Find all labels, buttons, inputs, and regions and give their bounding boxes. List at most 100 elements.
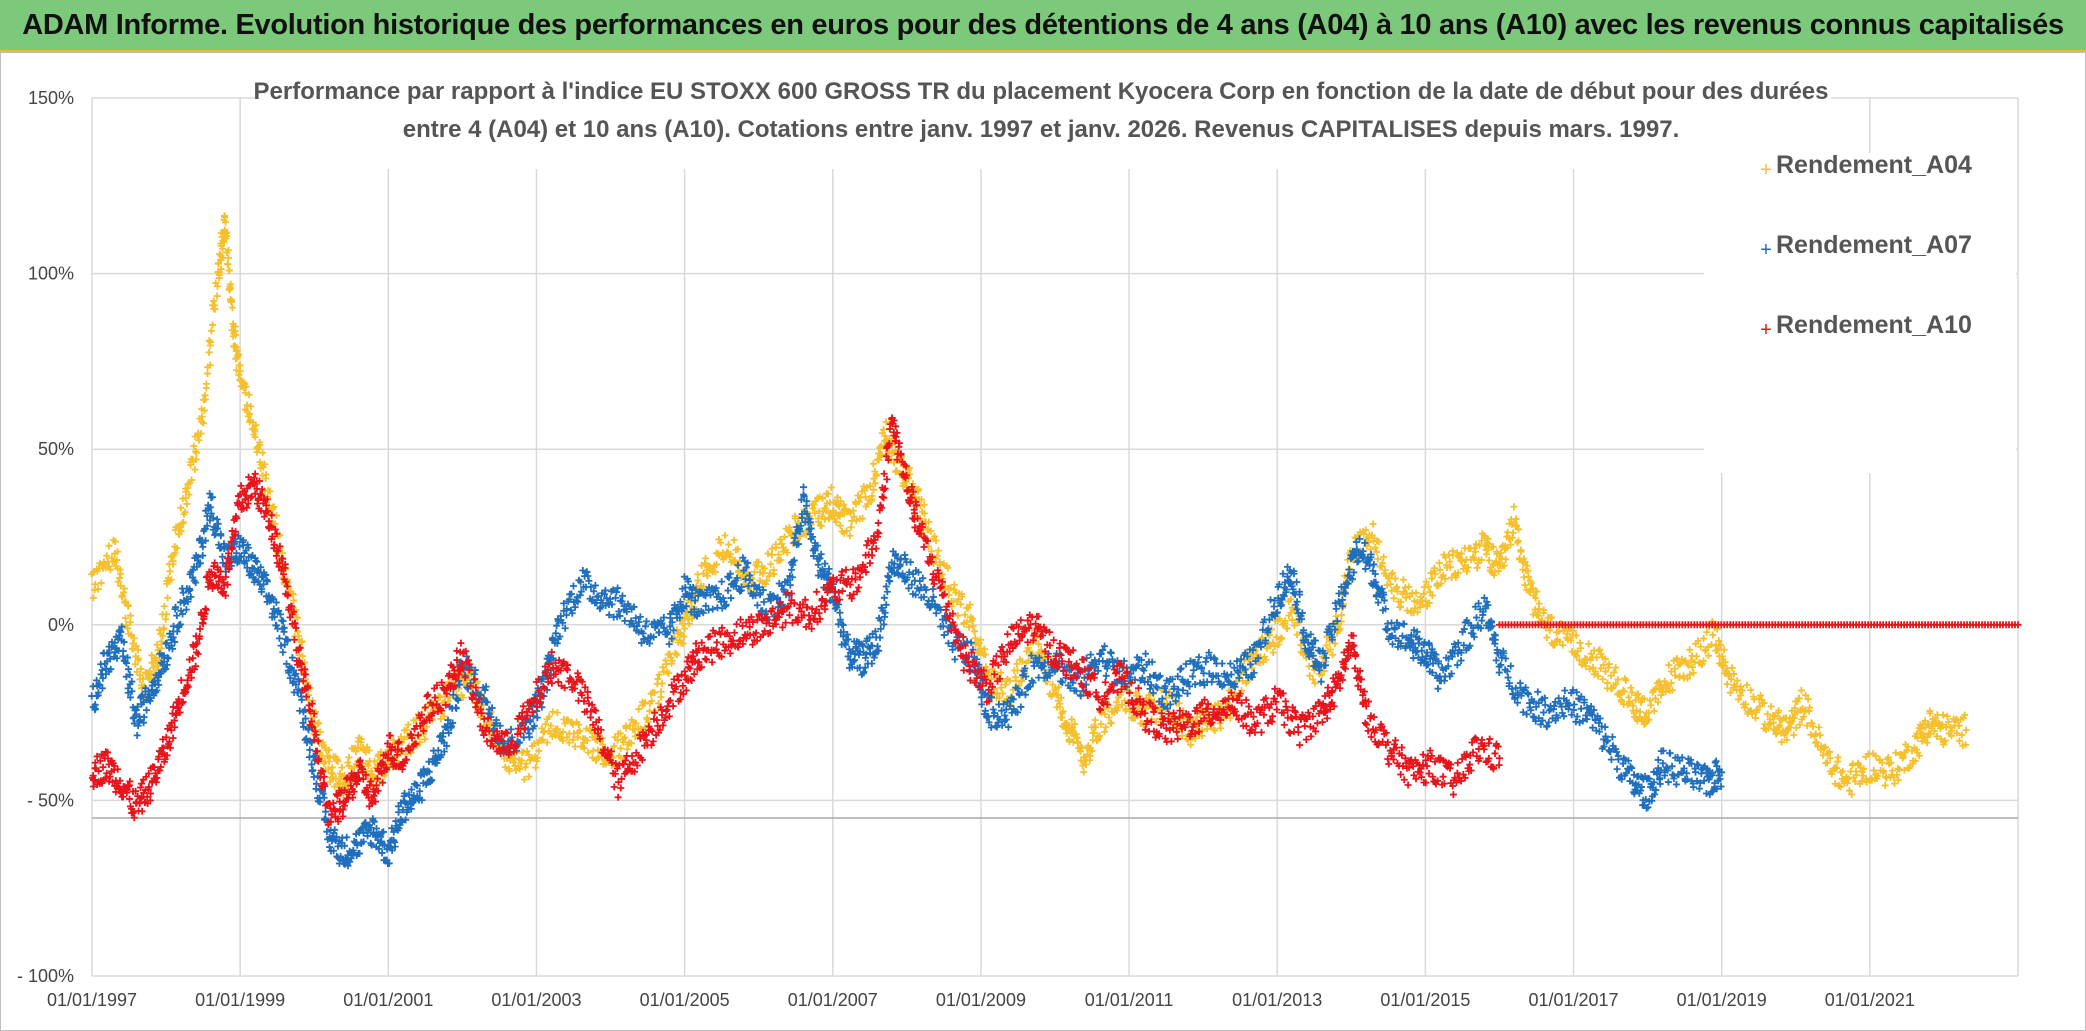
series-1-point	[944, 564, 952, 572]
series-1-point	[1174, 727, 1182, 735]
series-1-point	[1640, 720, 1648, 728]
series-1-point	[559, 737, 567, 745]
series-1-point	[505, 767, 513, 775]
series-2-point	[270, 605, 278, 613]
series-1-point	[148, 659, 156, 667]
series-1-point	[177, 527, 185, 535]
series-1-point	[1527, 579, 1535, 587]
series-1-point	[1900, 766, 1908, 774]
series-1-point	[299, 652, 307, 660]
series-1-point	[1055, 683, 1063, 691]
series-1-point	[651, 689, 659, 697]
series-1-point	[501, 763, 509, 771]
series-1-point	[1035, 640, 1043, 648]
series-1-point	[892, 468, 900, 476]
series-1-point	[1437, 580, 1445, 588]
series-1-point	[626, 721, 634, 729]
series-2-point	[454, 696, 462, 704]
series-1-point	[169, 557, 177, 565]
series-1-point	[326, 754, 334, 762]
series-1-point	[1709, 631, 1717, 639]
series-1-point	[1948, 727, 1956, 735]
series-1-point	[920, 501, 928, 509]
series-2-point	[175, 621, 183, 629]
series-2-point	[1654, 756, 1662, 764]
series-1-point	[703, 572, 711, 580]
series-2-point	[1332, 605, 1340, 613]
series-1-point	[1717, 641, 1725, 649]
series-2-point	[439, 733, 447, 741]
series-1-point	[1412, 589, 1420, 597]
series-1-point	[1813, 738, 1821, 746]
series-1-point	[1684, 661, 1692, 669]
series-2-point	[206, 503, 214, 511]
series-1-point	[1622, 676, 1630, 684]
series-1-point	[1881, 781, 1889, 789]
series-1-point	[1263, 644, 1271, 652]
series-2-point	[1195, 653, 1203, 661]
series-1-point	[1806, 704, 1814, 712]
series-2-point	[171, 638, 179, 646]
series-1-point	[1596, 646, 1604, 654]
series-1-point	[997, 669, 1005, 677]
series-1-point	[1068, 715, 1076, 723]
series-1-point	[1287, 595, 1295, 603]
series-2-point	[214, 520, 222, 528]
series-1-point	[1667, 679, 1675, 687]
series-1-point	[217, 265, 225, 273]
series-2-point	[143, 706, 151, 714]
series-1-point	[1764, 710, 1772, 718]
series-1-point	[1819, 751, 1827, 759]
series-1-point	[622, 724, 630, 732]
series-1-point	[1419, 601, 1427, 609]
series-2-point	[343, 833, 351, 841]
series-1-point	[290, 596, 298, 604]
series-1-point	[222, 218, 230, 226]
series-1-point	[242, 383, 250, 391]
series-1-point	[1490, 571, 1498, 579]
series-1-point	[1514, 537, 1522, 545]
series-1-point	[768, 551, 776, 559]
series-2-point	[186, 586, 194, 594]
series-1-point	[1063, 729, 1071, 737]
series-1-point	[261, 460, 269, 468]
series-1-point	[1049, 681, 1057, 689]
series-1-point	[1612, 664, 1620, 672]
series-1-point	[1211, 726, 1219, 734]
series-1-point	[182, 494, 190, 502]
series-2-point	[405, 791, 413, 799]
series-1-point	[188, 476, 196, 484]
series-1-point	[1605, 660, 1613, 668]
series-1-point	[599, 741, 607, 749]
series-1-point	[835, 502, 843, 510]
series-2-point	[275, 607, 283, 615]
series-1-point	[569, 736, 577, 744]
series-1-point	[1894, 776, 1902, 784]
series-1-point	[1694, 637, 1702, 645]
series-2-point	[133, 731, 141, 739]
series-1-point	[130, 634, 138, 642]
series-2-point	[218, 553, 226, 561]
series-1-point	[657, 693, 665, 701]
series-2-point	[319, 790, 327, 798]
series-1-point	[836, 512, 844, 520]
series-2-point	[98, 666, 106, 674]
series-1-point	[1420, 590, 1428, 598]
series-1-point	[694, 576, 702, 584]
series-1-point	[236, 367, 244, 375]
series-1-point	[1510, 503, 1518, 511]
series-1-point	[164, 594, 172, 602]
series-1-point	[1891, 780, 1899, 788]
series-2-point	[1666, 749, 1674, 757]
x-tick-label: 01/01/2021	[1825, 990, 1915, 1010]
series-1-point	[961, 611, 969, 619]
series-1-point	[545, 713, 553, 721]
series-1-point	[1523, 562, 1531, 570]
series-1-point	[1543, 633, 1551, 641]
series-1-point	[1090, 729, 1098, 737]
series-1-point	[1338, 611, 1346, 619]
series-1-point	[1795, 694, 1803, 702]
x-axis-labels: 01/01/1997 01/01/1999 01/01/2001 01/01/2003…	[47, 990, 1915, 1010]
series-1-point	[1856, 764, 1864, 772]
series-1-point	[1374, 555, 1382, 563]
